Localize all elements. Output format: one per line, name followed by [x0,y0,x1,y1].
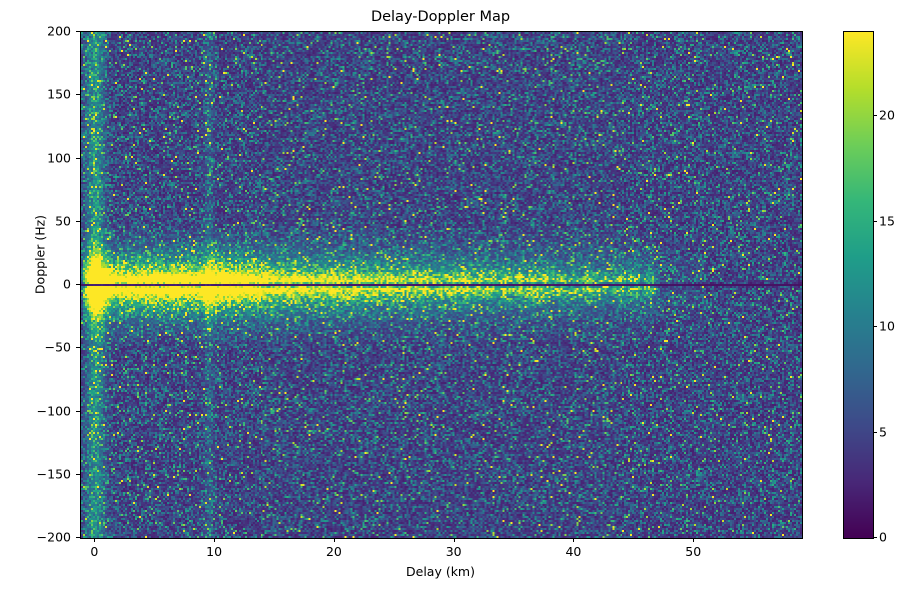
y-tick-mark [76,31,80,32]
x-tick-label: 30 [445,544,462,559]
x-tick-label: 10 [206,544,223,559]
colorbar-tick-label: 5 [879,424,887,440]
y-tick-label: −150 [36,466,71,482]
y-tick-mark [76,157,80,159]
delay-doppler-heatmap [81,32,802,538]
y-tick-label: 0 [63,276,71,292]
y-tick-label: 50 [55,213,71,229]
y-tick-mark [76,220,80,222]
x-tick-mark [573,538,575,542]
colorbar-tick-label: 10 [879,318,895,334]
y-tick-mark [76,537,80,538]
colorbar-tick-label: 20 [879,107,895,123]
colorbar-tick-mark [873,537,877,538]
y-tick-mark [76,410,80,412]
colorbar-tick-mark [873,326,877,328]
y-tick-mark [76,284,80,285]
y-tick-mark [76,347,80,349]
y-tick-label: 100 [47,150,71,165]
y-tick-label: 200 [47,23,71,39]
y-tick-label: −100 [36,403,71,418]
heatmap-plot-area[interactable] [80,31,803,539]
colorbar[interactable] [843,31,874,539]
page-title: Delay-Doppler Map [370,9,511,25]
y-tick-label: −200 [36,529,71,545]
x-tick-mark [693,538,695,542]
colorbar-gradient [844,32,873,538]
colorbar-tick-label: 15 [879,213,895,229]
x-tick-mark [333,538,335,542]
x-tick-label: 40 [565,544,582,559]
colorbar-tick-mark [873,431,877,433]
x-tick-mark [214,538,216,542]
y-tick-mark [76,94,80,96]
y-tick-label: −50 [44,339,71,355]
x-tick-label: 50 [685,544,702,559]
colorbar-tick-mark [873,220,877,222]
colorbar-tick-mark [873,115,877,117]
y-axis-label: Doppler (Hz) [32,214,48,295]
x-tick-mark [453,538,455,542]
colorbar-tick-label: 0 [879,529,887,545]
x-tick-mark [94,538,96,542]
x-tick-label: 0 [90,544,99,559]
x-axis-label: Delay (km) [406,564,475,579]
y-tick-mark [76,473,80,475]
y-tick-label: 150 [47,86,71,102]
x-tick-label: 20 [325,544,342,559]
